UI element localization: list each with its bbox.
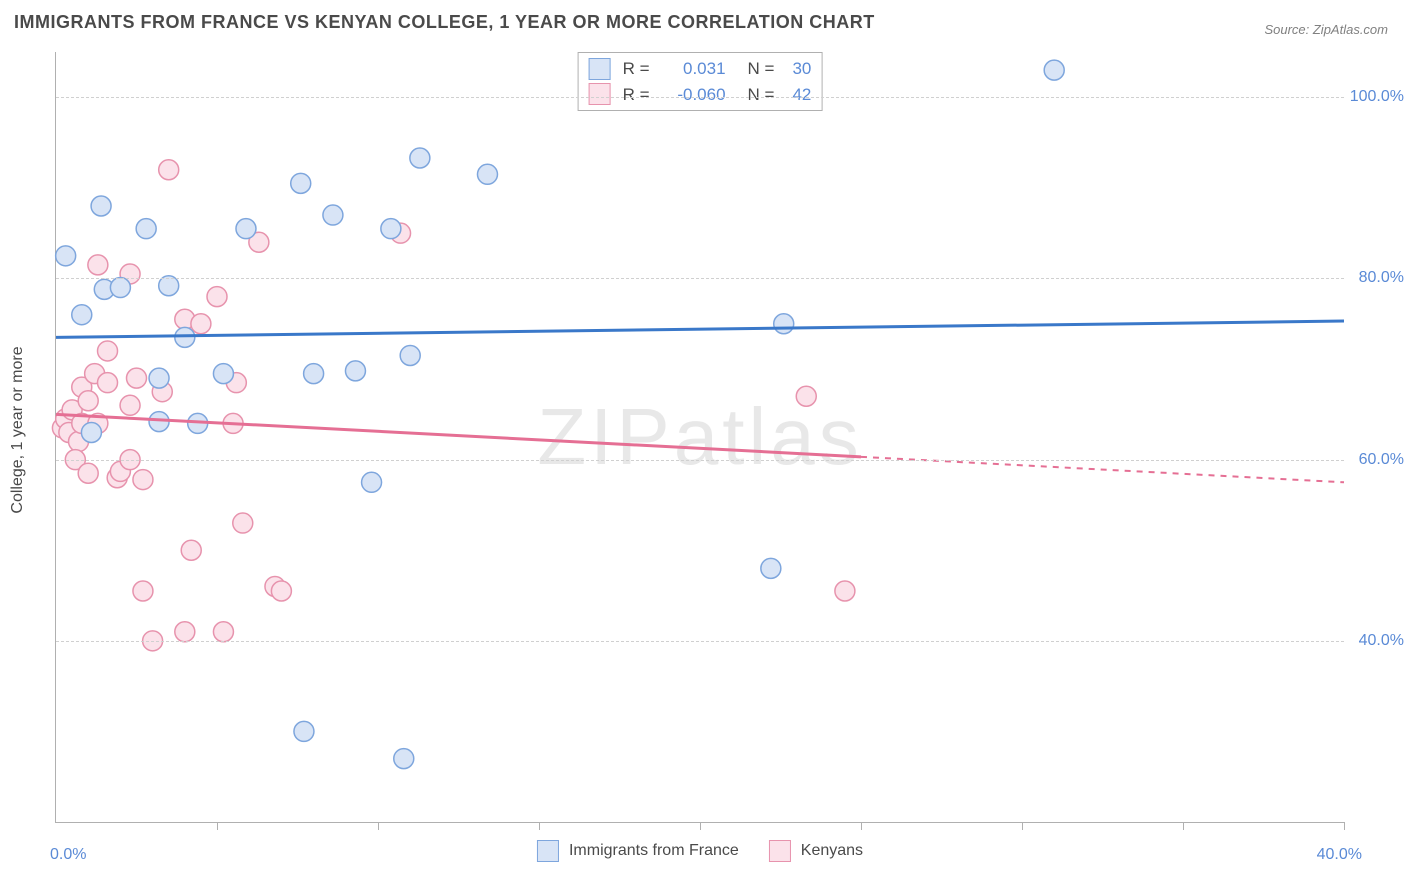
legend-item-0: Immigrants from France — [537, 840, 739, 862]
chart-svg — [56, 52, 1344, 822]
data-point — [233, 513, 253, 533]
data-point — [394, 749, 414, 769]
chart-title: IMMIGRANTS FROM FRANCE VS KENYAN COLLEGE… — [14, 12, 875, 33]
data-point — [400, 345, 420, 365]
data-point — [149, 368, 169, 388]
x-tick — [539, 822, 540, 830]
x-tick — [378, 822, 379, 830]
y-gridline — [56, 97, 1344, 98]
data-point — [477, 164, 497, 184]
y-axis-label: College, 1 year or more — [9, 346, 27, 513]
x-tick — [700, 822, 701, 830]
source-name: ZipAtlas.com — [1313, 22, 1388, 37]
data-point — [56, 246, 76, 266]
data-point — [159, 160, 179, 180]
data-point — [175, 622, 195, 642]
data-point — [72, 305, 92, 325]
data-point — [81, 422, 101, 442]
y-gridline — [56, 278, 1344, 279]
data-point — [127, 368, 147, 388]
y-tick-label: 100.0% — [1350, 88, 1404, 106]
data-point — [78, 463, 98, 483]
legend-swatch-0 — [537, 840, 559, 862]
y-tick-label: 60.0% — [1359, 451, 1404, 469]
data-point — [191, 314, 211, 334]
data-point — [91, 196, 111, 216]
data-point — [133, 470, 153, 490]
legend-item-1: Kenyans — [769, 840, 863, 862]
data-point — [133, 581, 153, 601]
data-point — [761, 558, 781, 578]
data-point — [175, 327, 195, 347]
source-prefix: Source: — [1264, 22, 1312, 37]
x-tick — [1022, 822, 1023, 830]
data-point — [136, 219, 156, 239]
data-point — [98, 341, 118, 361]
plot-area: ZIPatlas R = 0.031 N = 30 R = -0.060 N =… — [55, 52, 1344, 823]
data-point — [98, 373, 118, 393]
x-tick — [861, 822, 862, 830]
series-legend: Immigrants from France Kenyans — [537, 840, 863, 862]
legend-label-1: Kenyans — [801, 842, 863, 860]
legend-swatch-1 — [769, 840, 791, 862]
data-point — [835, 581, 855, 601]
data-point — [410, 148, 430, 168]
data-point — [213, 364, 233, 384]
data-point — [796, 386, 816, 406]
data-point — [381, 219, 401, 239]
data-point — [774, 314, 794, 334]
data-point — [236, 219, 256, 239]
data-point — [88, 255, 108, 275]
data-point — [120, 395, 140, 415]
data-point — [345, 361, 365, 381]
x-axis-min-label: 0.0% — [50, 846, 86, 864]
y-gridline — [56, 460, 1344, 461]
data-point — [1044, 60, 1064, 80]
y-tick-label: 40.0% — [1359, 632, 1404, 650]
trend-line — [56, 321, 1344, 337]
x-axis-max-label: 40.0% — [1317, 846, 1362, 864]
data-point — [304, 364, 324, 384]
data-point — [181, 540, 201, 560]
y-gridline — [56, 641, 1344, 642]
legend-label-0: Immigrants from France — [569, 842, 739, 860]
data-point — [213, 622, 233, 642]
source-label: Source: ZipAtlas.com — [1264, 22, 1388, 37]
data-point — [271, 581, 291, 601]
data-point — [291, 173, 311, 193]
trend-line — [56, 414, 861, 456]
x-tick — [217, 822, 218, 830]
data-point — [294, 721, 314, 741]
data-point — [78, 391, 98, 411]
x-tick — [1183, 822, 1184, 830]
data-point — [362, 472, 382, 492]
y-tick-label: 80.0% — [1359, 269, 1404, 287]
x-tick — [1344, 822, 1345, 830]
data-point — [110, 278, 130, 298]
data-point — [323, 205, 343, 225]
data-point — [207, 287, 227, 307]
